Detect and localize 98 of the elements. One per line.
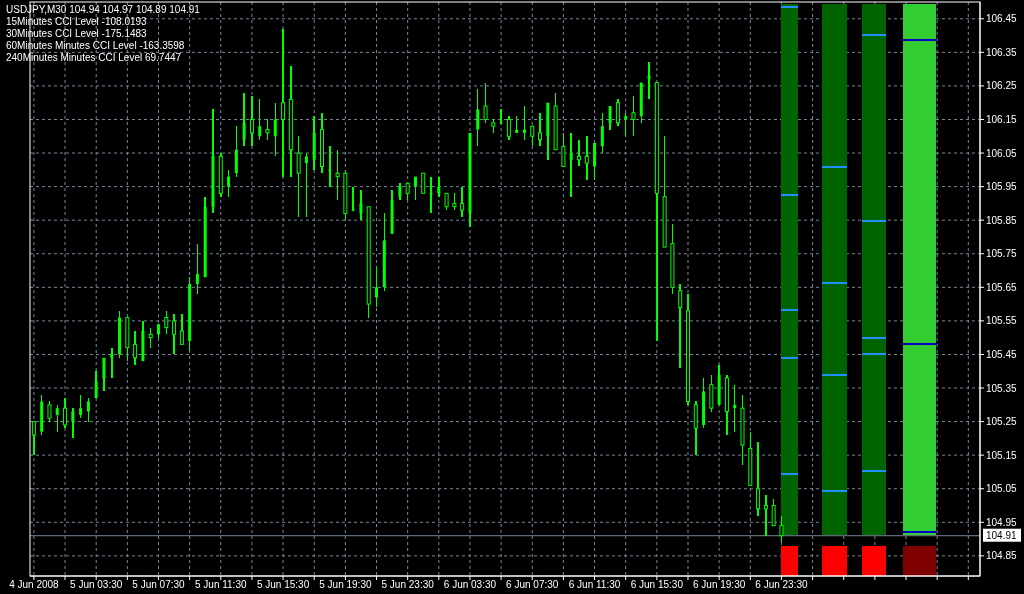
candlestick bbox=[429, 175, 433, 215]
annotation: 15Minutes CCI Level -108.0193 bbox=[6, 16, 148, 27]
candlestick bbox=[584, 135, 589, 181]
y-tick-label: 105.85 bbox=[986, 214, 1018, 226]
candlestick bbox=[756, 440, 761, 517]
y-tick-label: 106.05 bbox=[986, 147, 1018, 159]
x-tick-label: 5 Jun 07:30 bbox=[132, 579, 186, 590]
x-tick-label: 6 Jun 23:30 bbox=[755, 579, 809, 590]
y-tick-label: 105.55 bbox=[986, 315, 1018, 327]
candlestick bbox=[763, 494, 768, 537]
y-tick-label: 105.95 bbox=[986, 181, 1018, 193]
candlestick bbox=[258, 98, 262, 141]
candlestick bbox=[281, 28, 286, 178]
candlestick bbox=[242, 91, 246, 148]
candlestick bbox=[476, 88, 480, 148]
candlestick bbox=[179, 313, 184, 346]
candlestick bbox=[164, 310, 169, 336]
candlestick bbox=[576, 138, 581, 168]
annotation: 30Minutes CCI Level -175.1483 bbox=[6, 28, 148, 39]
candlestick bbox=[156, 323, 160, 339]
candlestick bbox=[779, 514, 784, 544]
candlestick bbox=[172, 313, 177, 356]
x-tick-label: 6 Jun 15:30 bbox=[630, 579, 684, 590]
candlestick bbox=[561, 132, 566, 168]
candlestick bbox=[249, 95, 254, 148]
y-tick-label: 106.25 bbox=[986, 80, 1018, 92]
candlestick bbox=[569, 132, 573, 198]
y-tick-label: 105.05 bbox=[986, 483, 1018, 495]
y-tick-label: 105.35 bbox=[986, 382, 1018, 394]
candlestick bbox=[47, 400, 52, 423]
candlestick bbox=[94, 370, 98, 399]
candlestick bbox=[600, 112, 604, 154]
x-tick-label: 4 Jun 2008 bbox=[9, 579, 60, 590]
y-tick-label: 106.15 bbox=[986, 113, 1018, 125]
candlestick bbox=[148, 326, 153, 349]
candlestick bbox=[359, 189, 363, 221]
y-tick-label: 104.85 bbox=[986, 550, 1018, 562]
candlestick bbox=[499, 108, 503, 124]
candlestick bbox=[79, 393, 83, 419]
candlestick bbox=[133, 330, 138, 366]
candlestick bbox=[86, 397, 90, 423]
candlestick bbox=[530, 125, 535, 148]
candlestick bbox=[421, 172, 426, 195]
x-tick-label: 6 Jun 19:30 bbox=[693, 579, 746, 590]
annotation: 240Minutes Minutes CCI Level 69.7447 bbox=[6, 52, 182, 63]
candlestick bbox=[351, 185, 355, 212]
candlestick bbox=[437, 175, 441, 198]
y-tick-label: 105.15 bbox=[986, 449, 1018, 461]
candlestick bbox=[631, 95, 636, 138]
candlestick bbox=[538, 112, 543, 148]
candlestick bbox=[460, 185, 465, 218]
candlestick bbox=[678, 283, 683, 369]
candlestick bbox=[335, 148, 340, 201]
y-tick-label: 105.25 bbox=[986, 416, 1018, 428]
candlestick bbox=[304, 152, 308, 218]
chart-title: USDJPY,M30 104.94 104.97 104.89 104.91 bbox=[6, 4, 201, 15]
candlestick bbox=[55, 404, 59, 433]
y-tick-label: 105.75 bbox=[986, 248, 1018, 260]
candlestick bbox=[110, 346, 114, 379]
y-tick-label: 105.45 bbox=[986, 348, 1018, 360]
candlestick bbox=[71, 407, 75, 440]
x-tick-label: 6 Jun 11:30 bbox=[568, 579, 621, 590]
candlestick bbox=[63, 397, 68, 430]
y-tick-label: 104.95 bbox=[986, 516, 1018, 528]
candlestick bbox=[31, 420, 36, 456]
candlestick bbox=[733, 383, 737, 433]
candlestick bbox=[522, 105, 526, 141]
candlestick bbox=[483, 81, 488, 124]
candlestick bbox=[608, 105, 612, 131]
candlestick bbox=[234, 125, 238, 178]
candlestick bbox=[328, 145, 332, 188]
candlestick bbox=[195, 242, 199, 295]
candlestick bbox=[709, 373, 714, 413]
candlestick bbox=[771, 498, 776, 527]
candlestick bbox=[102, 357, 106, 393]
x-tick-label: 5 Jun 19:30 bbox=[319, 579, 372, 590]
y-tick-label: 106.35 bbox=[986, 46, 1018, 58]
candlestick bbox=[506, 115, 511, 141]
x-tick-label: 5 Jun 11:30 bbox=[195, 579, 247, 590]
y-tick-label: 106.45 bbox=[986, 13, 1018, 25]
y-tick-label: 105.65 bbox=[986, 281, 1018, 293]
candlestick bbox=[624, 112, 628, 138]
candlestick bbox=[693, 400, 698, 456]
candlestick bbox=[227, 169, 231, 198]
candlestick bbox=[375, 266, 379, 309]
candlestick bbox=[593, 142, 597, 181]
candlestick bbox=[615, 98, 620, 127]
x-tick-label: 5 Jun 03:30 bbox=[70, 579, 123, 590]
x-tick-label: 5 Jun 23:30 bbox=[381, 579, 435, 590]
x-tick-label: 6 Jun 03:30 bbox=[443, 579, 497, 590]
candlestick bbox=[273, 101, 277, 158]
x-tick-label: 5 Jun 15:30 bbox=[256, 579, 310, 590]
candlestick bbox=[647, 61, 651, 101]
ref-line-label: 104.91 bbox=[986, 530, 1018, 542]
candlestick bbox=[265, 118, 270, 141]
candlestick bbox=[296, 135, 301, 218]
annotation: 60Minutes Minutes CCI Level -163.3598 bbox=[6, 40, 185, 51]
x-tick-label: 6 Jun 07:30 bbox=[506, 579, 559, 590]
